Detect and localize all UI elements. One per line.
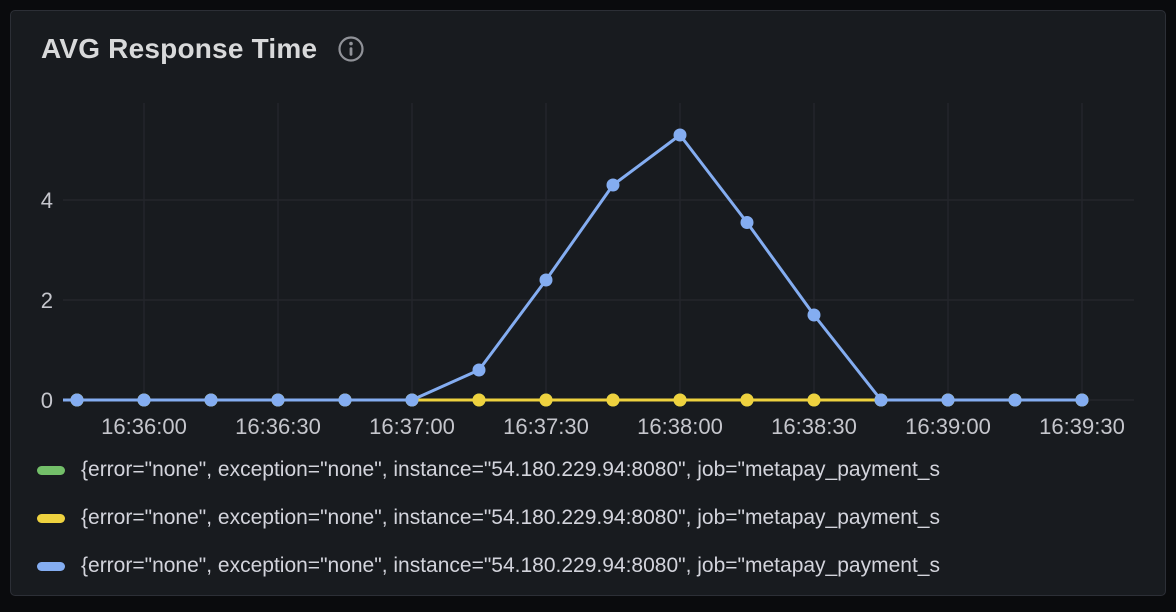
legend-item[interactable]: {error="none", exception="none", instanc…	[37, 453, 1149, 487]
grid-lines	[63, 103, 1134, 401]
series-blue	[63, 128, 1089, 407]
legend-item[interactable]: {error="none", exception="none", instanc…	[37, 549, 1149, 583]
y-axis-tick-label: 0	[41, 388, 53, 413]
series-blue-point[interactable]	[137, 393, 151, 407]
series-yellow-point[interactable]	[472, 393, 486, 407]
series-blue-point[interactable]	[941, 393, 955, 407]
series-yellow-point[interactable]	[673, 393, 687, 407]
series-blue-point[interactable]	[874, 393, 888, 407]
series-blue-point[interactable]	[539, 273, 553, 287]
x-axis-tick-label: 16:37:00	[369, 414, 455, 439]
series-blue-point[interactable]	[606, 178, 620, 192]
series-blue-point[interactable]	[807, 308, 821, 322]
series-blue-line	[63, 133, 1082, 402]
x-axis-tick-label: 16:36:30	[235, 414, 321, 439]
series-color-swatch-icon	[37, 561, 65, 571]
series-blue-point[interactable]	[740, 216, 754, 229]
panel-title: AVG Response Time	[41, 33, 318, 64]
x-axis-tick-label: 16:39:00	[905, 414, 991, 439]
series-blue-point[interactable]	[472, 363, 486, 377]
info-icon[interactable]	[337, 35, 365, 63]
series-blue-point[interactable]	[271, 393, 285, 407]
series-yellow-point[interactable]	[807, 393, 821, 407]
x-axis-tick-label: 16:39:30	[1039, 414, 1125, 439]
legend-label: {error="none", exception="none", instanc…	[81, 554, 940, 577]
y-axis-tick-label: 2	[41, 288, 53, 313]
legend-label: {error="none", exception="none", instanc…	[81, 506, 940, 529]
series-color-swatch-icon	[37, 513, 65, 523]
series-blue-point[interactable]	[673, 128, 687, 142]
panel-header[interactable]: AVG Response Time	[31, 27, 365, 71]
series-blue-point[interactable]	[1008, 393, 1022, 407]
x-axis-tick-label: 16:37:30	[503, 414, 589, 439]
x-axis-tick-label: 16:36:00	[101, 414, 187, 439]
series-yellow-point[interactable]	[606, 393, 620, 407]
series-blue-point[interactable]	[405, 393, 419, 407]
series-blue-point[interactable]	[338, 393, 352, 407]
axis-labels: 0 2 4 16:36:00 16:36:30 16:37:00 16:37:30 16:38…	[41, 188, 1125, 439]
time-series-chart[interactable]: 0 2 4 16:36:00 16:36:30 16:37:00 16:37:30 16:38…	[11, 11, 1167, 597]
x-axis-tick-label: 16:38:00	[637, 414, 723, 439]
panel-avg-response-time: AVG Response Time 0 2 4 16:36:00 16:36:30 16:…	[10, 10, 1166, 596]
legend-item[interactable]: {error="none", exception="none", instanc…	[37, 501, 1149, 535]
series-yellow-point[interactable]	[539, 393, 553, 407]
series-blue-point[interactable]	[204, 393, 218, 407]
legend-label: {error="none", exception="none", instanc…	[81, 458, 940, 481]
info-circle-glyph	[338, 36, 364, 62]
series-color-swatch-icon	[37, 465, 65, 475]
chart-legend: {error="none", exception="none", instanc…	[37, 453, 1149, 593]
series-blue-point[interactable]	[70, 393, 84, 407]
series-yellow-point[interactable]	[740, 393, 754, 407]
x-axis-tick-label: 16:38:30	[771, 414, 857, 439]
y-axis-tick-label: 4	[41, 188, 53, 213]
series-blue-point[interactable]	[1075, 393, 1089, 407]
